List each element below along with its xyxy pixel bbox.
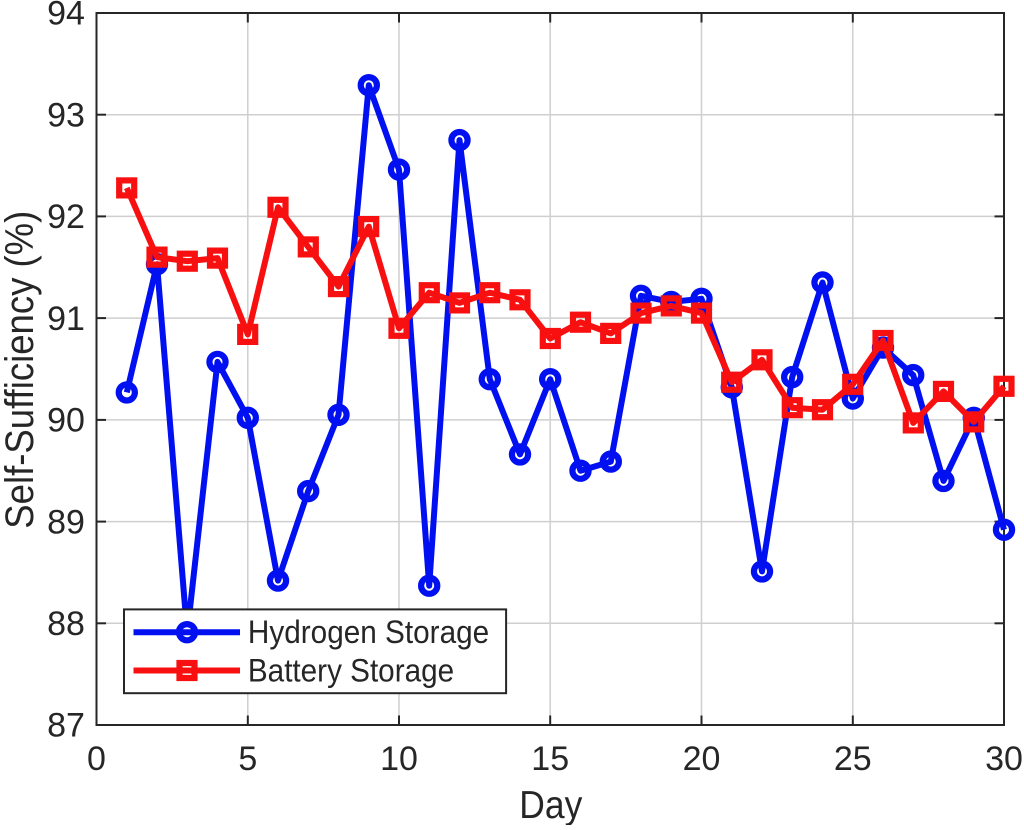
- svg-text:10: 10: [380, 740, 418, 778]
- svg-text:25: 25: [834, 740, 872, 778]
- svg-text:15: 15: [531, 740, 569, 778]
- svg-text:0: 0: [87, 740, 106, 778]
- svg-text:92: 92: [47, 198, 85, 236]
- svg-text:90: 90: [47, 402, 85, 440]
- svg-text:87: 87: [47, 707, 85, 745]
- svg-text:91: 91: [47, 300, 85, 338]
- svg-text:5: 5: [238, 740, 257, 778]
- svg-text:Day: Day: [519, 784, 582, 825]
- svg-text:89: 89: [47, 503, 85, 541]
- svg-text:93: 93: [47, 96, 85, 134]
- svg-text:20: 20: [683, 740, 721, 778]
- svg-text:Battery Storage: Battery Storage: [248, 652, 454, 688]
- svg-text:Self-Sufficiency (%): Self-Sufficiency (%): [0, 211, 42, 529]
- svg-text:30: 30: [985, 740, 1023, 778]
- svg-text:88: 88: [47, 605, 85, 643]
- svg-text:Hydrogen Storage: Hydrogen Storage: [248, 614, 489, 650]
- svg-text:94: 94: [47, 0, 85, 33]
